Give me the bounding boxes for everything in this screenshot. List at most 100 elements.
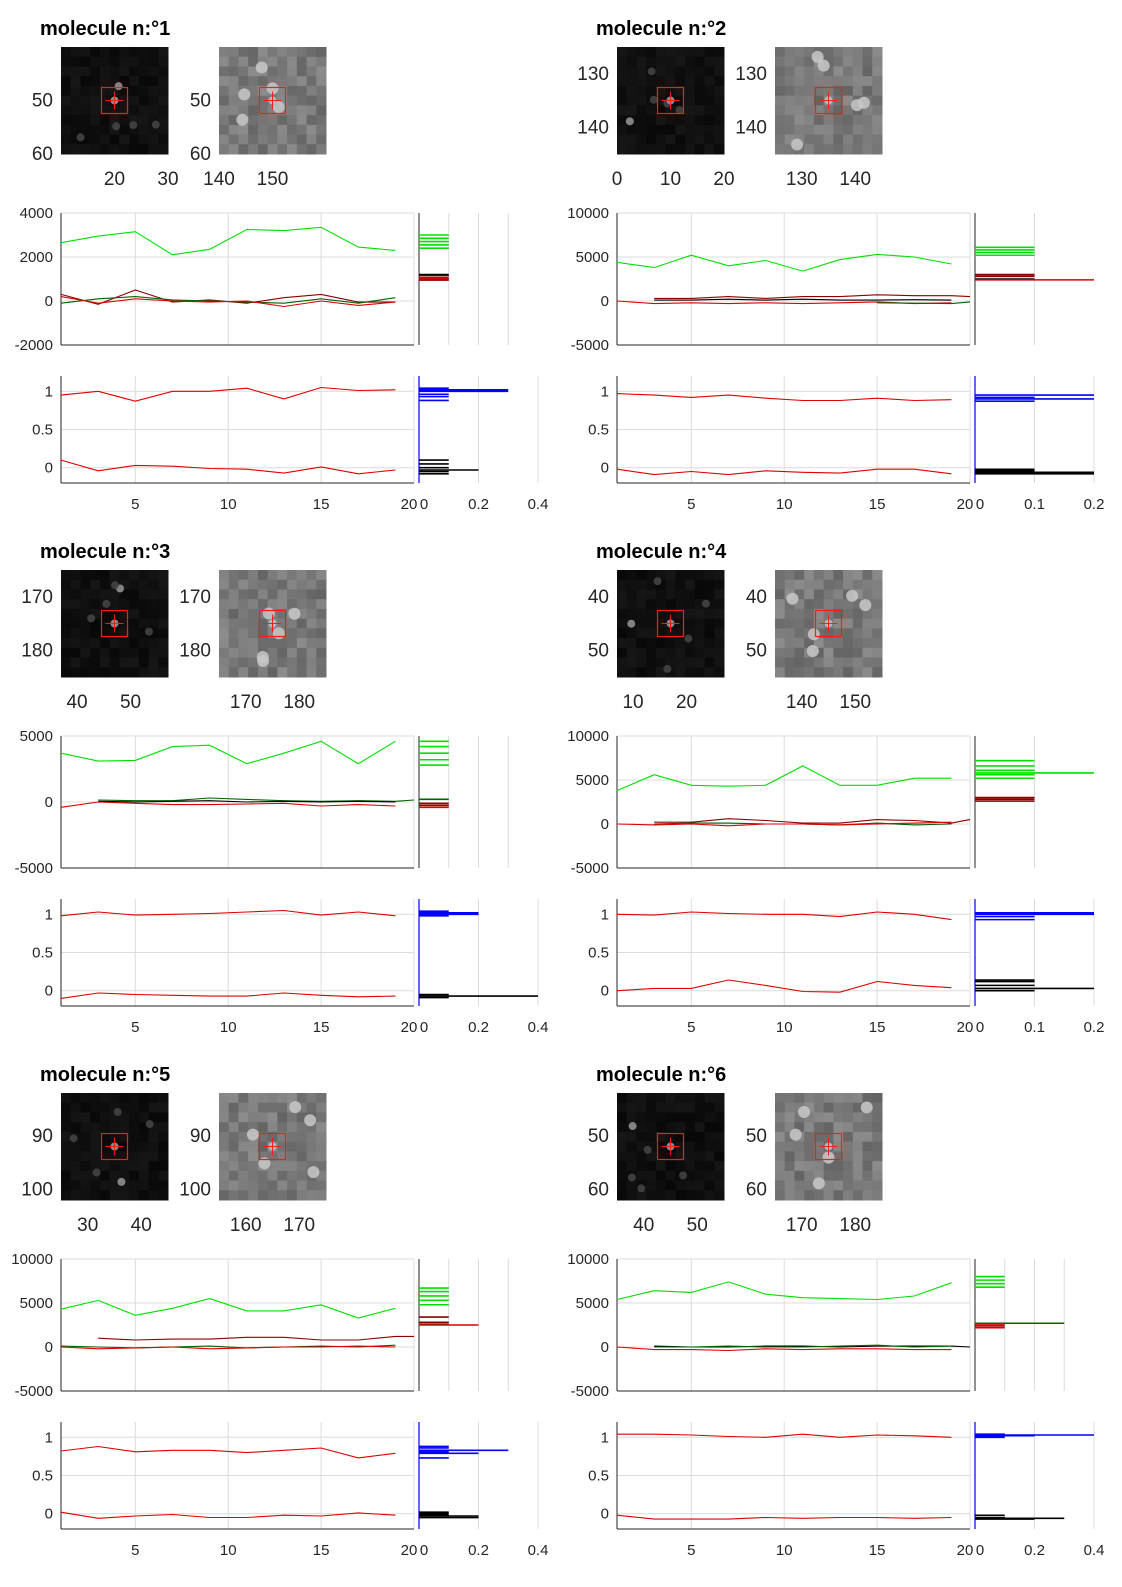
thumbnail-pixel [833,56,844,67]
thumbnail-pixel [833,599,844,610]
thumbnail-pixel [228,115,239,126]
thumbnail-pixel [90,1093,101,1104]
thumbnail-pixel [675,1102,686,1113]
thumbnail-pixel [617,589,628,600]
thumbnail-pixel [675,1112,686,1123]
thumbnail-x-tick-label: 10 [660,169,681,190]
thumbnail-pixel [138,1141,150,1152]
thumbnail-pixel [277,76,288,87]
bright-spot [144,627,153,636]
thumbnail-pixel [228,1161,239,1172]
thumbnail-x-tick-label: 20 [676,692,697,713]
bright-spot [643,1145,652,1154]
thumbnail-pixel [277,667,288,678]
thumbnail-pixel [617,1112,628,1123]
thumbnail-pixel [813,570,825,581]
thumbnail-pixel [704,47,715,58]
thumbnail-pixel [636,134,647,145]
thumbnail-pixel [665,638,676,649]
thumbnail-pixel [99,618,111,629]
thumbnail-pixel [784,657,795,668]
thumbnail-pixel [129,1180,140,1191]
thumbnail-pixel [823,66,834,77]
thumbnail-pixel [636,647,647,659]
thumbnail-pixel [129,1102,140,1113]
thumbnail-pixel [61,1190,72,1201]
bright-spot [289,1101,302,1114]
thumbnail-pixel [238,1102,249,1113]
thumbnail-pixel [277,47,288,58]
thumbnail-pixel [99,1093,111,1104]
thumbnail-pixel [129,589,140,600]
thumbnail-pixel [872,1151,883,1162]
thumbnail-pixel [872,1122,883,1133]
thumbnail-pixel [617,1151,628,1162]
thumbnail-pixel [277,85,288,97]
thumbnail-pixel [109,1093,120,1104]
thumbnail-pixel [248,618,259,629]
thumbnail-pixel [80,1151,91,1162]
thumbnail-pixel [843,1190,854,1201]
thumbnail-pixel [784,115,795,126]
intensity-series-line [60,1345,396,1350]
thumbnail-pixel [238,657,249,668]
thumbnail-pixel [784,570,795,581]
thumbnail-pixel [813,618,825,629]
thumbnail-pixel [784,47,795,58]
thumbnail-pixel [872,1161,883,1172]
thumbnail-pixel [277,1190,288,1201]
thumbnail-pixel [872,95,883,106]
thumbnail-pixel [296,599,308,610]
thumbnail-pixel [675,85,686,97]
thumbnail-pixel [257,124,269,136]
thumbnail-pixel [775,1161,786,1172]
thumbnail-pixel [646,1170,657,1182]
thumbnail-pixel [794,1102,805,1113]
thumbnail-pixel [775,1093,786,1104]
thumbnail-x-tick-label: 170 [786,1215,818,1236]
thumbnail-pixel [833,1102,844,1113]
thumbnail-pixel [228,638,239,649]
thumbnail-pixel [61,144,72,155]
thumbnail-pixel [148,124,159,136]
thumbnail-pixel [238,1131,249,1143]
thumbnail-pixel [872,1112,883,1123]
thumbnail-pixel [158,589,169,600]
thumbnail-pixel [90,66,101,77]
thumbnail-pixel [90,1151,101,1162]
thumbnail-pixel [248,1122,259,1133]
thumbnail-pixel [804,667,815,678]
thumbnail-pixel [833,1170,844,1182]
thumbnail-pixel [138,56,150,67]
thumbnail-pixel [833,657,844,668]
thumbnail-pixel [823,124,834,136]
thumbnail-pixel [306,105,317,116]
thumbnail-pixel [296,608,308,620]
thumbnail-pixel [714,95,725,106]
thumbnail-pixel [316,1131,327,1143]
thumbnail-pixel [694,66,706,77]
thumbnail-pixel [228,1093,239,1104]
thumbnail-pixel [61,1170,72,1182]
intensity-series-line [654,298,952,301]
thumbnail-pixel [238,1141,249,1152]
thumbnail-pixel [636,1161,647,1172]
thumbnail-pixel [694,667,706,678]
bright-spot [112,122,121,131]
bright-spot [256,650,269,663]
y-tick-label: 4000 [20,205,53,222]
thumbnail-pixel [862,579,873,590]
thumbnail-pixel [617,628,628,639]
thumbnail-pixel [138,628,150,639]
thumbnail-pixel [287,599,298,610]
thumbnail-pixel [80,66,91,77]
thumbnail-pixel [852,115,864,126]
thumbnail-pixel [129,667,140,678]
bright-spot [817,59,830,72]
thumbnail-pixel [129,657,140,668]
thumbnail-pixel [784,618,795,629]
thumbnail-pixel [129,56,140,67]
thumbnail-pixel [90,599,101,610]
